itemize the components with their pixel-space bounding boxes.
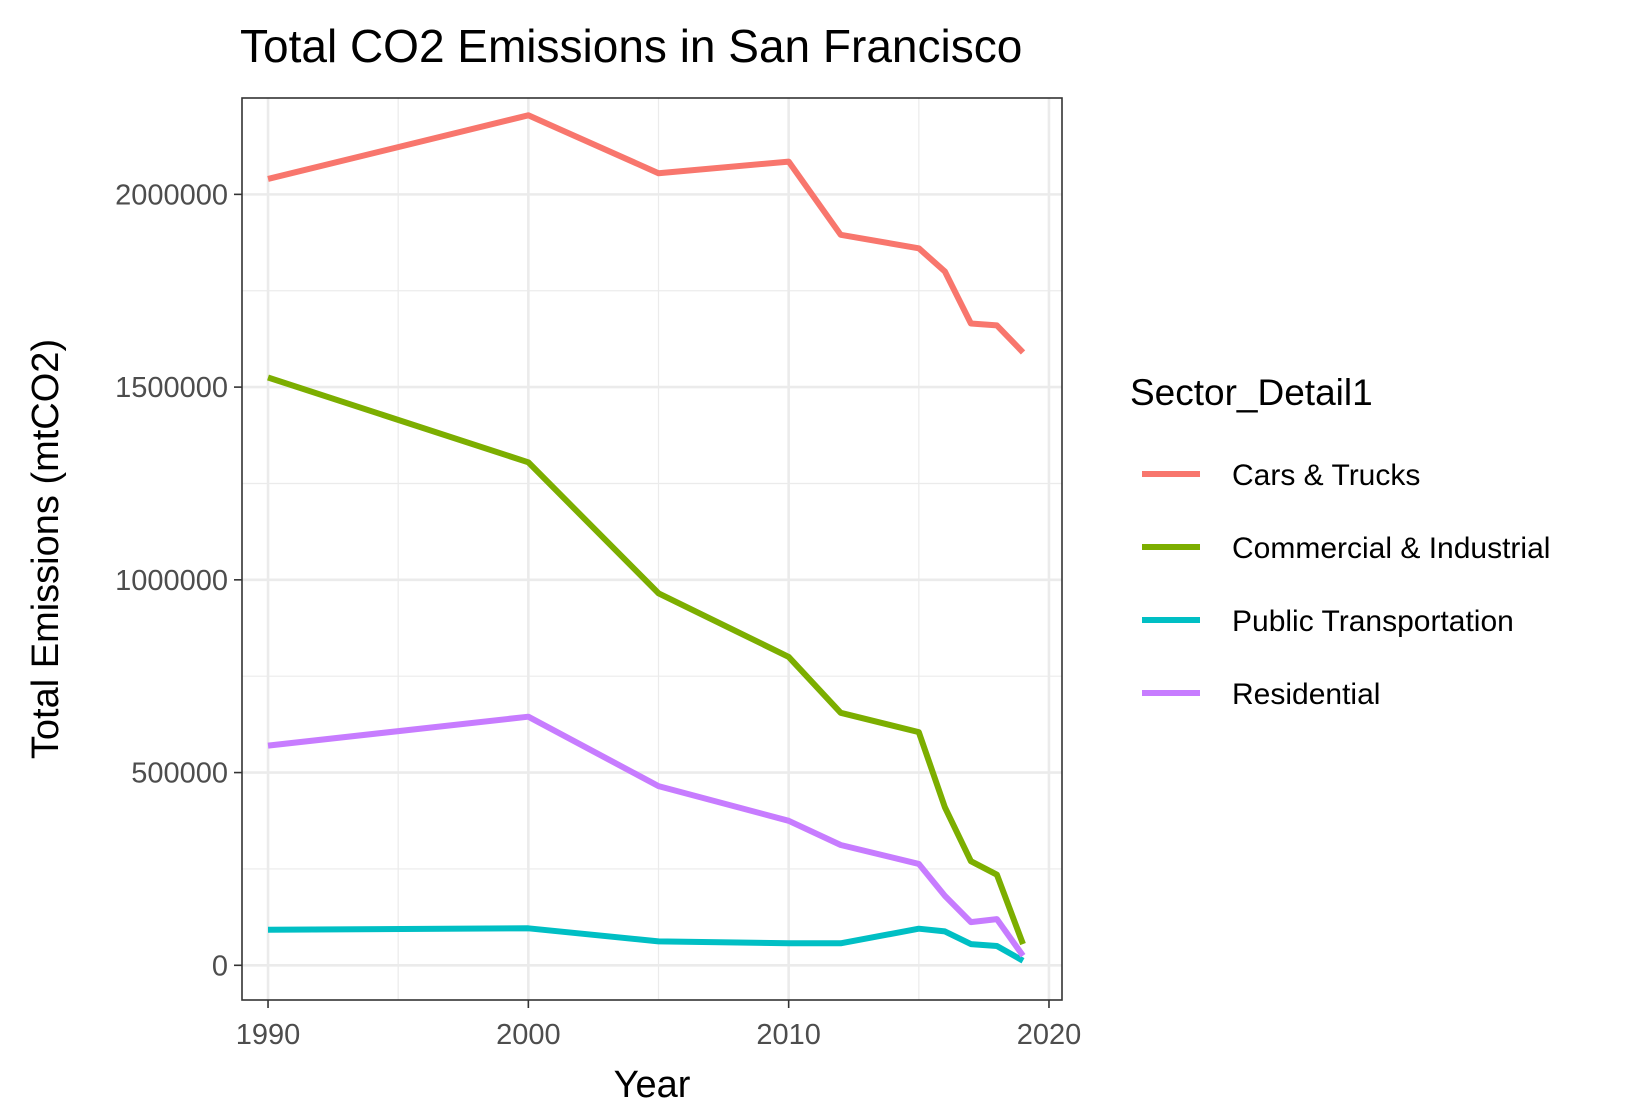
legend-label-cars-trucks: Cars & Trucks xyxy=(1232,459,1420,492)
y-tick-label: 2000000 xyxy=(115,179,228,211)
legend-label-commercial-industrial: Commercial & Industrial xyxy=(1232,532,1550,565)
chart-title: Total CO2 Emissions in San Francisco xyxy=(240,20,1022,72)
x-tick-label: 2000 xyxy=(496,1019,561,1051)
x-axis-title: Year xyxy=(614,1064,691,1106)
y-axis-title: Total Emissions (mtCO2) xyxy=(25,339,67,759)
series-line-residential xyxy=(267,713,1026,958)
series-line-public-transportation xyxy=(267,925,1025,964)
x-tick-label: 2010 xyxy=(756,1019,821,1051)
plot-panel xyxy=(242,98,1062,1000)
y-tick-label: 1000000 xyxy=(115,565,228,597)
series-line-cars-trucks xyxy=(267,112,1026,355)
legend-title: Sector_Detail1 xyxy=(1130,372,1373,413)
x-tick-label: 2020 xyxy=(1017,1019,1082,1051)
y-tick-label: 0 xyxy=(212,950,228,982)
legend: Sector_Detail1 Cars & Trucks Commercial &… xyxy=(1130,372,1550,711)
plot-panel-border xyxy=(241,97,1063,1001)
series-line-commercial-industrial xyxy=(267,374,1026,946)
y-tick-label: 1500000 xyxy=(115,372,228,404)
legend-label-public-transportation: Public Transportation xyxy=(1232,605,1514,638)
x-tick-label: 1990 xyxy=(236,1019,301,1051)
y-tick-label: 500000 xyxy=(131,758,228,790)
legend-label-residential: Residential xyxy=(1232,678,1380,711)
